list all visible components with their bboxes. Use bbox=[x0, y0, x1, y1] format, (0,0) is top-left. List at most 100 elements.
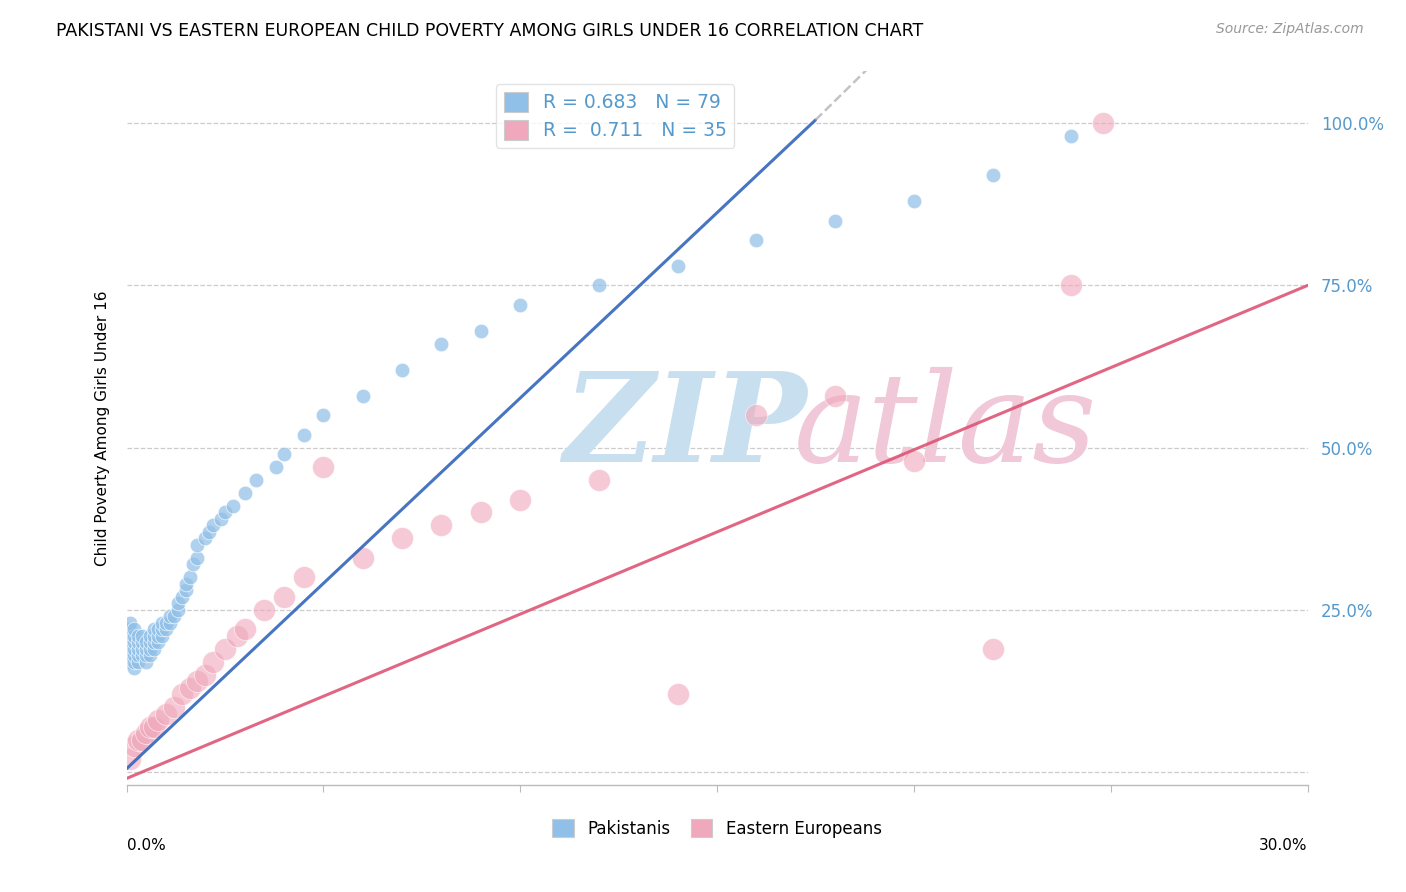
Point bbox=[170, 590, 193, 604]
Point bbox=[1091, 116, 1114, 130]
Point bbox=[166, 596, 188, 610]
Point bbox=[124, 622, 146, 636]
Point bbox=[391, 532, 413, 546]
Point bbox=[745, 408, 768, 422]
Point bbox=[124, 641, 146, 656]
Point bbox=[127, 732, 149, 747]
Point bbox=[214, 641, 236, 656]
Point bbox=[264, 460, 287, 475]
Point bbox=[146, 629, 169, 643]
Point bbox=[163, 609, 186, 624]
Point bbox=[245, 473, 267, 487]
Point bbox=[824, 389, 846, 403]
Point bbox=[292, 570, 315, 584]
Point bbox=[131, 648, 153, 663]
Point bbox=[1060, 278, 1083, 293]
Point bbox=[120, 752, 142, 766]
Point bbox=[198, 524, 221, 539]
Point bbox=[509, 492, 531, 507]
Point bbox=[470, 506, 492, 520]
Point bbox=[150, 615, 173, 630]
Text: Source: ZipAtlas.com: Source: ZipAtlas.com bbox=[1216, 22, 1364, 37]
Point bbox=[312, 460, 335, 475]
Point bbox=[174, 583, 197, 598]
Y-axis label: Child Poverty Among Girls Under 16: Child Poverty Among Girls Under 16 bbox=[94, 291, 110, 566]
Point bbox=[127, 635, 149, 649]
Point bbox=[312, 408, 335, 422]
Point bbox=[222, 499, 245, 513]
Point bbox=[225, 629, 247, 643]
Point bbox=[273, 447, 295, 461]
Point bbox=[127, 655, 149, 669]
Point bbox=[139, 635, 162, 649]
Point bbox=[143, 641, 166, 656]
Point bbox=[352, 550, 374, 565]
Point bbox=[174, 577, 197, 591]
Point bbox=[127, 648, 149, 663]
Point bbox=[202, 518, 225, 533]
Point bbox=[292, 427, 315, 442]
Point bbox=[824, 213, 846, 227]
Point bbox=[124, 635, 146, 649]
Point bbox=[159, 609, 181, 624]
Point bbox=[135, 641, 157, 656]
Point bbox=[1060, 129, 1083, 144]
Point bbox=[166, 603, 188, 617]
Point bbox=[170, 687, 193, 701]
Point bbox=[131, 732, 153, 747]
Point bbox=[120, 629, 142, 643]
Text: atlas: atlas bbox=[794, 368, 1097, 489]
Point bbox=[666, 259, 689, 273]
Point bbox=[903, 194, 925, 208]
Point bbox=[352, 389, 374, 403]
Point bbox=[150, 622, 173, 636]
Point bbox=[981, 641, 1004, 656]
Point bbox=[253, 603, 276, 617]
Point bbox=[981, 168, 1004, 182]
Point bbox=[124, 739, 146, 753]
Point bbox=[745, 233, 768, 247]
Point bbox=[135, 726, 157, 740]
Point bbox=[143, 635, 166, 649]
Point bbox=[588, 278, 610, 293]
Point bbox=[143, 720, 166, 734]
Point bbox=[179, 570, 201, 584]
Point bbox=[146, 635, 169, 649]
Point bbox=[903, 453, 925, 467]
Point bbox=[135, 655, 157, 669]
Point bbox=[135, 648, 157, 663]
Point bbox=[155, 706, 177, 721]
Point bbox=[214, 506, 236, 520]
Point bbox=[666, 687, 689, 701]
Point bbox=[430, 336, 453, 351]
Point bbox=[124, 661, 146, 675]
Point bbox=[143, 629, 166, 643]
Point bbox=[430, 518, 453, 533]
Point bbox=[146, 622, 169, 636]
Point bbox=[233, 486, 256, 500]
Point bbox=[146, 713, 169, 727]
Point bbox=[139, 641, 162, 656]
Point bbox=[186, 550, 208, 565]
Point bbox=[120, 615, 142, 630]
Point bbox=[135, 635, 157, 649]
Point bbox=[120, 635, 142, 649]
Point bbox=[202, 655, 225, 669]
Point bbox=[139, 648, 162, 663]
Point bbox=[150, 629, 173, 643]
Point bbox=[391, 363, 413, 377]
Point bbox=[120, 655, 142, 669]
Point bbox=[127, 641, 149, 656]
Point bbox=[120, 648, 142, 663]
Point bbox=[124, 629, 146, 643]
Point bbox=[127, 629, 149, 643]
Point bbox=[120, 622, 142, 636]
Legend: Pakistanis, Eastern Europeans: Pakistanis, Eastern Europeans bbox=[546, 813, 889, 845]
Point bbox=[183, 558, 205, 572]
Point bbox=[143, 622, 166, 636]
Point bbox=[155, 615, 177, 630]
Point bbox=[139, 720, 162, 734]
Text: 0.0%: 0.0% bbox=[127, 838, 166, 854]
Text: ZIP: ZIP bbox=[564, 368, 807, 489]
Point bbox=[470, 324, 492, 338]
